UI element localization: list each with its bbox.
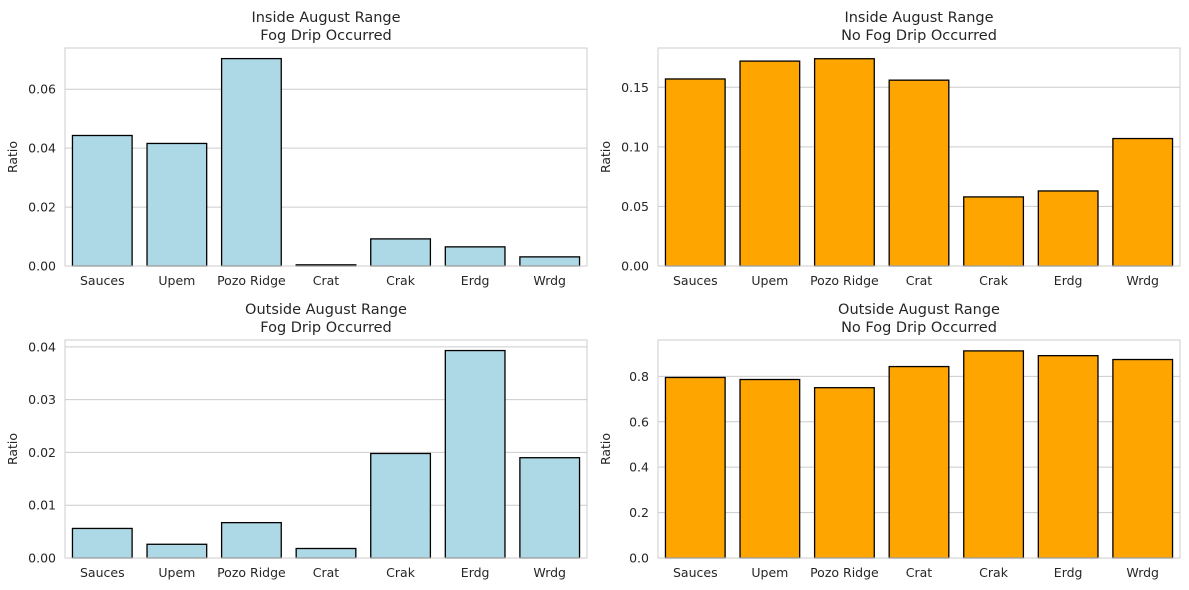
x-tick-label: Crat [313, 273, 340, 288]
bar-crak [370, 238, 432, 267]
x-tick-label: Crat [313, 565, 340, 580]
x-tick-label: Erdg [1054, 273, 1083, 288]
y-tick-label: 0.03 [28, 392, 56, 407]
y-axis-label: Ratio [598, 141, 613, 173]
y-axis-label: Ratio [5, 433, 20, 465]
bar-wrdg [519, 256, 581, 267]
x-tick-label: Wrdg [533, 273, 566, 288]
bar-wrdg [1112, 137, 1174, 267]
bar-erdg [444, 246, 506, 267]
y-tick-label: 0.10 [621, 139, 649, 154]
bar-crat [888, 79, 950, 267]
bar-crak [370, 452, 432, 559]
x-tick-label: Sauces [673, 273, 718, 288]
bar-sauces [71, 134, 133, 267]
bar-wrdg [1112, 358, 1174, 559]
bar-pozo-ridge [220, 57, 282, 267]
x-tick-label: Crak [386, 565, 416, 580]
bar-erdg [1037, 355, 1099, 559]
x-tick-label: Upem [158, 273, 195, 288]
chart-panel-inside-fog: 0.00 0.02 0.04 0.06 Sauces Upem Pozo Ridge Crat… [5, 10, 588, 288]
x-tick-label: Wrdg [1126, 565, 1159, 580]
y-tick-label: 0.00 [28, 259, 56, 274]
x-tick-label: Pozo Ridge [810, 273, 879, 288]
x-tick-label: Crak [979, 565, 1009, 580]
bar-crak [963, 350, 1025, 559]
axes-frame [64, 47, 588, 267]
y-tick-label: 0.00 [28, 551, 56, 566]
x-tick-label: Crat [906, 565, 933, 580]
x-tick-label: Upem [158, 565, 195, 580]
y-tick-label: 0.05 [621, 199, 649, 214]
bar-crak [963, 196, 1025, 267]
x-tick-label: Pozo Ridge [217, 273, 286, 288]
bar-wrdg [519, 457, 581, 559]
x-tick-label: Crat [906, 273, 933, 288]
y-tick-label: 0.8 [629, 369, 649, 384]
axes-frame [657, 339, 1181, 559]
y-axis-label: Ratio [5, 141, 20, 173]
bar-upem [146, 543, 208, 559]
x-tick-label: Pozo Ridge [810, 565, 879, 580]
x-tick-label: Upem [751, 273, 788, 288]
x-tick-label: Pozo Ridge [217, 565, 286, 580]
bar-pozo-ridge [220, 521, 282, 559]
x-tick-label: Erdg [1054, 565, 1083, 580]
axes-frame [657, 47, 1181, 267]
x-tick-label: Wrdg [533, 565, 566, 580]
bar-sauces [71, 527, 133, 559]
y-tick-label: 0.01 [28, 498, 56, 513]
x-tick-label: Crak [386, 273, 416, 288]
y-tick-label: 0.04 [28, 141, 56, 156]
x-tick-label: Sauces [80, 565, 125, 580]
y-tick-label: 0.04 [28, 339, 56, 354]
x-tick-label: Sauces [673, 565, 718, 580]
chart-subtitle: No Fog Drip Occurred [841, 320, 997, 336]
chart-title: Inside August Range [844, 10, 993, 26]
y-tick-label: 0.15 [621, 80, 649, 95]
bar-upem [739, 60, 801, 267]
x-tick-label: Erdg [461, 273, 490, 288]
chart-panel-outside-nofog: 0.0 0.2 0.4 0.6 0.8 Sauces Upem Pozo Ridge Crat C… [598, 302, 1181, 580]
bar-upem [146, 142, 208, 267]
y-tick-label: 0.06 [28, 82, 56, 97]
bar-sauces [664, 78, 726, 267]
chart-panel-inside-nofog: 0.00 0.05 0.10 0.15 Sauces Upem Pozo Ridge Crat… [598, 10, 1181, 288]
chart-subtitle: Fog Drip Occurred [260, 28, 392, 44]
bar-erdg [1037, 190, 1099, 267]
bar-sauces [664, 376, 726, 559]
bar-upem [739, 378, 801, 559]
chart-title: Outside August Range [245, 302, 407, 318]
chart-title: Inside August Range [251, 10, 400, 26]
chart-panel-outside-fog: 0.00 0.01 0.02 0.03 0.04 Sauces Upem Pozo Ridge… [5, 302, 588, 580]
y-tick-label: 0.02 [28, 200, 56, 215]
y-tick-label: 0.0 [629, 551, 649, 566]
axes-frame [64, 339, 588, 559]
chart-subtitle: Fog Drip Occurred [260, 320, 392, 336]
bar-pozo-ridge [813, 387, 875, 559]
y-tick-label: 0.2 [629, 505, 649, 520]
x-tick-label: Sauces [80, 273, 125, 288]
bar-erdg [444, 349, 506, 559]
chart-title: Outside August Range [838, 302, 1000, 318]
x-tick-label: Wrdg [1126, 273, 1159, 288]
y-tick-label: 0.02 [28, 445, 56, 460]
bar-crat [295, 547, 357, 559]
y-tick-label: 0.4 [629, 460, 649, 475]
x-tick-label: Upem [751, 565, 788, 580]
bar-pozo-ridge [813, 58, 875, 267]
y-axis-label: Ratio [598, 433, 613, 465]
y-tick-label: 0.00 [621, 259, 649, 274]
chart-subtitle: No Fog Drip Occurred [841, 28, 997, 44]
bar-crat [888, 365, 950, 559]
y-tick-label: 0.6 [629, 414, 649, 429]
x-tick-label: Erdg [461, 565, 490, 580]
x-tick-label: Crak [979, 273, 1009, 288]
